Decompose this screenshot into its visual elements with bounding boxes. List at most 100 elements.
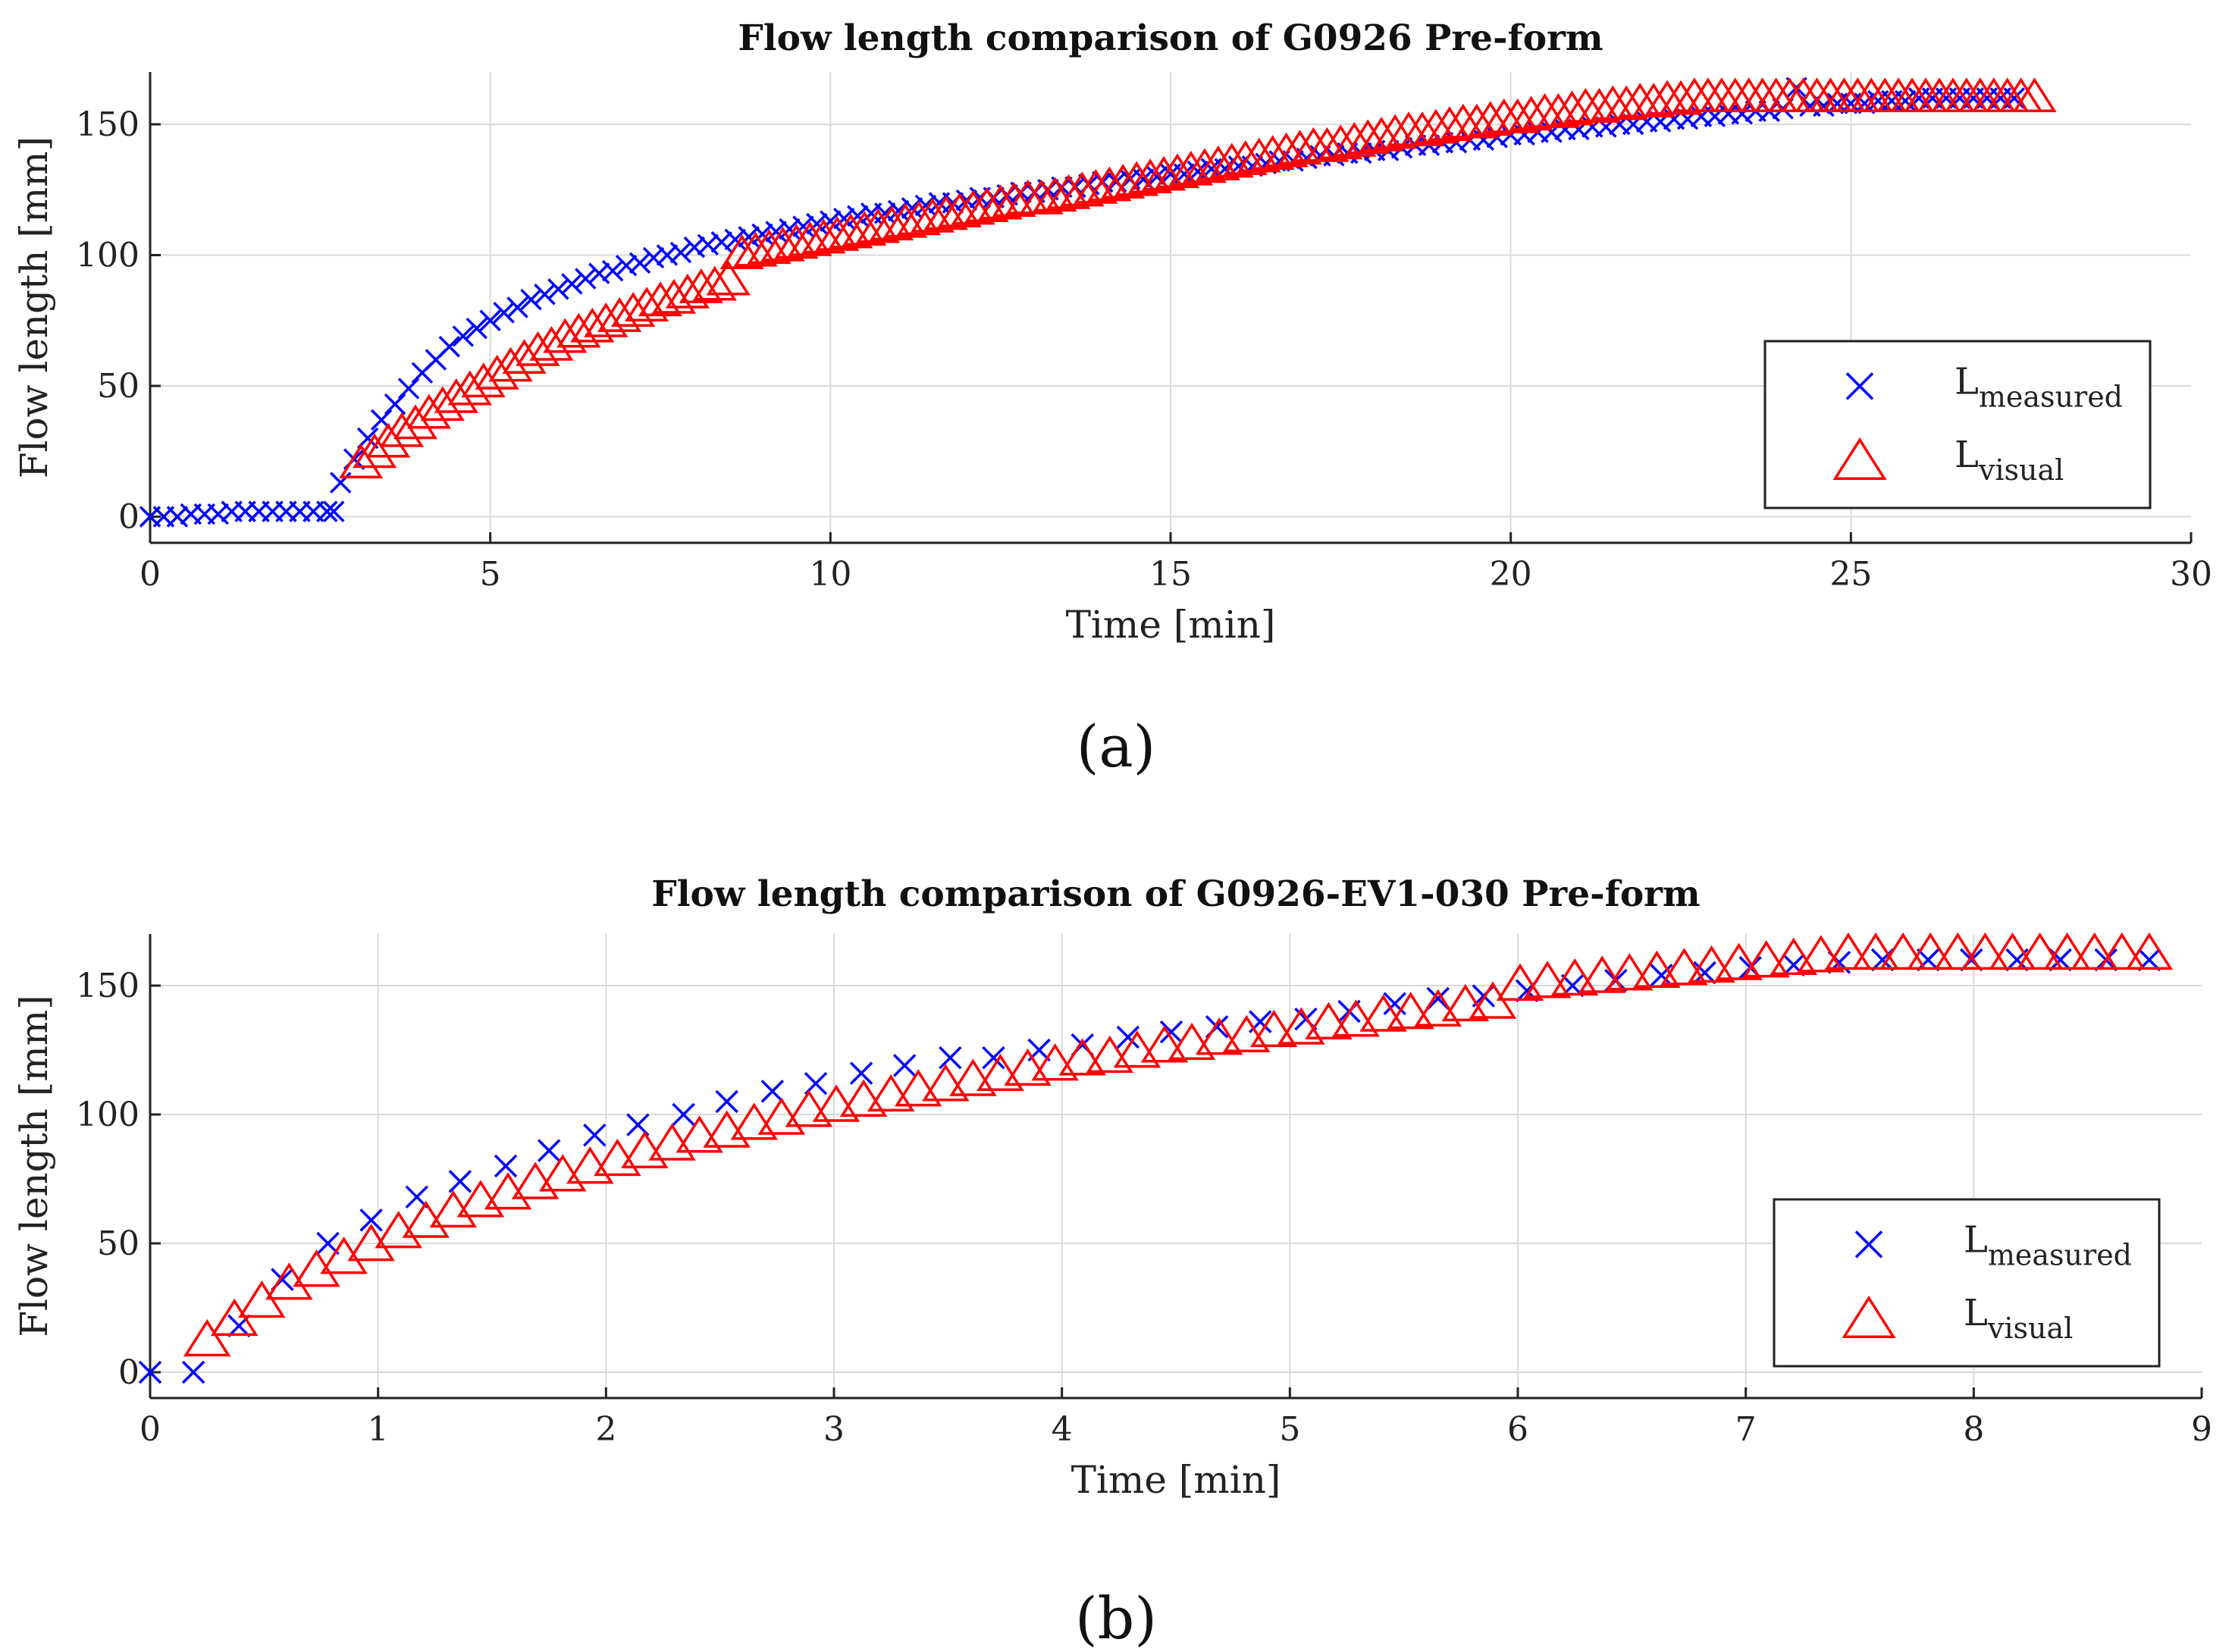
data-point-visual <box>692 265 737 301</box>
data-point-visual <box>1688 945 1735 983</box>
data-point-visual <box>1578 955 1626 993</box>
data-point-visual <box>1223 140 1268 175</box>
data-point-visual <box>1604 85 1649 121</box>
data-point-visual <box>949 1058 997 1096</box>
data-point-measured <box>849 1061 873 1085</box>
data-point-visual <box>1155 153 1200 189</box>
data-point-measured <box>561 273 583 295</box>
data-point-measured <box>520 288 542 311</box>
data-point-measured <box>760 1080 785 1103</box>
data-point-measured <box>1426 986 1450 1011</box>
data-point-visual <box>1087 166 1132 202</box>
data-point-measured <box>397 378 420 400</box>
data-point-visual <box>829 213 873 249</box>
data-point-visual <box>665 273 710 309</box>
data-point-visual <box>1632 83 1676 118</box>
data-point-visual <box>1454 103 1499 139</box>
data-point-visual <box>1237 137 1281 173</box>
data-point-visual <box>1114 161 1159 196</box>
data-point-visual <box>1182 148 1227 183</box>
data-point-visual <box>867 1074 915 1112</box>
data-point-visual <box>1196 145 1240 180</box>
x-tick-label: 3 <box>823 1410 845 1449</box>
data-point-visual <box>1019 179 1064 215</box>
data-point-visual <box>1168 150 1214 186</box>
data-point-measured <box>2049 948 2072 972</box>
data-point-visual <box>1127 158 1173 193</box>
data-point-measured <box>615 255 638 277</box>
data-point-visual <box>393 404 438 440</box>
data-point-visual <box>882 202 928 238</box>
data-point-visual <box>1359 116 1404 152</box>
legend-label-main: L <box>1964 1292 1988 1334</box>
data-point-measured <box>710 231 732 253</box>
data-point-visual <box>1031 1043 1079 1081</box>
data-point-visual <box>1797 935 1845 973</box>
data-point-measured <box>724 228 746 251</box>
data-point-visual <box>1113 1030 1161 1068</box>
y-tick-label: 50 <box>97 1224 140 1263</box>
data-point-measured <box>384 393 406 415</box>
data-point-measured <box>1731 102 1753 125</box>
data-point-visual <box>265 1262 313 1300</box>
data-point-visual <box>774 224 819 259</box>
data-point-measured <box>642 246 665 269</box>
data-point-measured <box>166 506 189 528</box>
data-point-visual <box>1906 932 1955 970</box>
data-point-visual <box>896 200 942 236</box>
data-point-visual <box>812 1084 861 1122</box>
data-point-visual <box>747 229 792 265</box>
data-point-visual <box>1427 106 1472 141</box>
data-point-visual <box>1046 174 1091 209</box>
legend-box <box>1773 1198 2161 1368</box>
data-point-visual <box>2043 932 2091 970</box>
data-point-measured <box>207 503 229 525</box>
data-point-visual <box>801 218 846 254</box>
data-point-visual <box>320 1237 368 1274</box>
data-point-measured <box>1916 948 1940 972</box>
legend-marker-visual <box>1832 437 1887 480</box>
data-point-measured <box>1650 964 1673 987</box>
data-point-visual <box>1101 164 1146 199</box>
data-point-visual <box>964 187 1009 222</box>
data-point-visual <box>1359 994 1407 1032</box>
data-point-visual <box>1441 983 1490 1022</box>
data-point-visual <box>1373 114 1418 149</box>
data-point-visual <box>2071 932 2118 970</box>
data-point-measured <box>534 284 556 306</box>
x-tick-label: 7 <box>1735 1410 1757 1449</box>
data-point-visual <box>1879 932 1927 970</box>
data-point-visual <box>624 287 669 322</box>
data-point-measured <box>466 317 487 340</box>
data-point-visual <box>1550 90 1594 126</box>
data-point-visual <box>2125 932 2174 970</box>
y-tick-label: 50 <box>97 367 140 406</box>
data-point-measured <box>656 244 679 266</box>
data-point-measured <box>683 236 706 259</box>
data-point-visual <box>1277 1007 1325 1045</box>
data-point-visual <box>839 1079 888 1117</box>
data-point-visual <box>730 1102 779 1140</box>
data-point-visual <box>1074 168 1118 204</box>
data-point-visual <box>1141 155 1187 191</box>
data-point-measured <box>452 325 475 347</box>
data-point-visual <box>1989 932 2036 970</box>
data-point-visual <box>1851 932 1900 970</box>
y-axis-label: Flow length [mm] <box>12 995 56 1337</box>
legend-label-main: L <box>1964 1218 1988 1261</box>
data-point-visual <box>976 1053 1024 1091</box>
data-point-measured <box>438 336 461 358</box>
x-axis-label: Time [min] <box>1071 1458 1281 1502</box>
data-point-visual <box>1195 1017 1243 1055</box>
data-point-visual <box>1318 124 1363 160</box>
data-point-visual <box>2098 932 2146 970</box>
data-point-measured <box>765 221 787 243</box>
legend-label-visual: Lvisual <box>1964 1292 2073 1345</box>
data-point-visual <box>293 1249 340 1287</box>
data-point-visual <box>894 1069 942 1107</box>
data-point-visual <box>733 231 778 267</box>
data-point-visual <box>1264 132 1309 168</box>
data-point-visual <box>815 216 860 251</box>
data-point-measured <box>601 259 624 282</box>
